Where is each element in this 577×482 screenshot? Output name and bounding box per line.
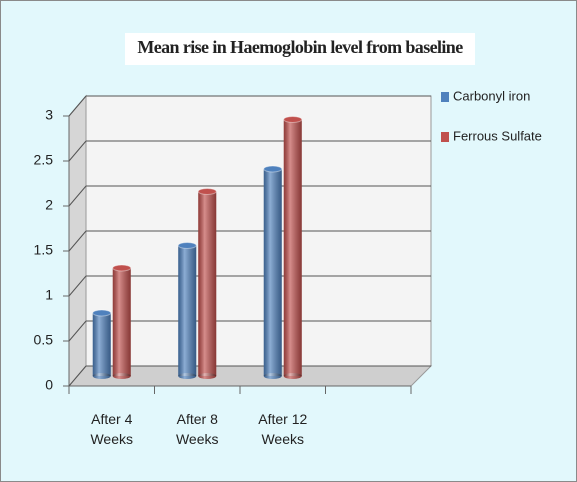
bar-base [92, 373, 111, 379]
bar-top [92, 309, 112, 317]
y-tick-label: 2 [45, 197, 53, 213]
bar-base [263, 373, 282, 379]
legend-swatch [441, 92, 449, 102]
bar-top [177, 242, 197, 249]
bar-top [112, 264, 132, 272]
x-tick-label: After 8 Weeks [175, 411, 219, 447]
bar-top [263, 165, 283, 173]
title-box [125, 33, 475, 65]
bar-shade [283, 119, 302, 376]
grid-line [68, 95, 87, 117]
bar-base [198, 373, 217, 379]
bar-shade [92, 313, 111, 376]
y-tick-label: 0.5 [34, 332, 54, 348]
bar-shade [263, 169, 282, 376]
bar-shade [112, 268, 131, 376]
bar-base [112, 373, 131, 379]
y-tick-label: 3 [45, 107, 53, 123]
y-tick-label: 1.5 [34, 242, 54, 258]
bar-shade [178, 245, 197, 376]
chart-title: Mean rise in Haemoglobin level from base… [137, 37, 463, 57]
grid-line [68, 365, 87, 387]
bar-top [197, 188, 217, 195]
bar-base [178, 373, 197, 379]
bar-top [283, 116, 303, 123]
x-tick-label: After 12 Weeks [258, 411, 308, 447]
grid-line [68, 185, 87, 207]
legend-swatch [441, 132, 449, 142]
grid-line [68, 320, 87, 342]
legend-label: Ferrous Sulfate [453, 128, 542, 143]
legend-label: Carbonyl iron [453, 88, 530, 103]
y-tick-label: 0 [45, 377, 53, 393]
y-tick-label: 1 [45, 287, 53, 303]
grid-line [68, 275, 87, 297]
bar-base [283, 373, 302, 379]
y-tick-label: 2.5 [34, 152, 54, 168]
bar-shade [198, 191, 217, 376]
grid-line [68, 140, 87, 162]
grid-line [68, 230, 87, 252]
x-tick-label: After 4 Weeks [90, 411, 134, 447]
